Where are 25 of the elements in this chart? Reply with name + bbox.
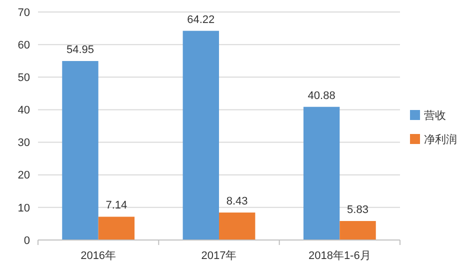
data-label: 5.83 [347, 204, 368, 216]
y-tick-label: 10 [18, 202, 30, 214]
data-label: 54.95 [66, 44, 94, 56]
legend-label: 营收 [424, 108, 446, 122]
data-label: 7.14 [106, 200, 128, 212]
y-tick-label: 40 [18, 104, 30, 117]
bar [98, 216, 135, 240]
x-tick-label: 2016年 [80, 250, 116, 262]
x-tick-label: 2018年1-6月 [308, 250, 371, 262]
x-tick-label: 2017年 [201, 250, 237, 262]
bar [303, 106, 340, 240]
data-label: 40.88 [308, 90, 336, 102]
data-label: 8.43 [226, 196, 248, 208]
data-label: 64.22 [187, 14, 215, 26]
y-tick-label: 0 [24, 234, 30, 247]
y-tick-label: 20 [18, 170, 30, 182]
y-tick-label: 70 [18, 6, 30, 19]
y-tick-label: 30 [18, 137, 30, 150]
y-tick-label: 60 [18, 39, 30, 52]
legend-label: 净利润 [424, 132, 457, 146]
bar [182, 30, 219, 240]
y-tick-label: 50 [18, 72, 30, 84]
bar [62, 61, 98, 240]
bar [219, 212, 256, 240]
bar [340, 221, 376, 240]
